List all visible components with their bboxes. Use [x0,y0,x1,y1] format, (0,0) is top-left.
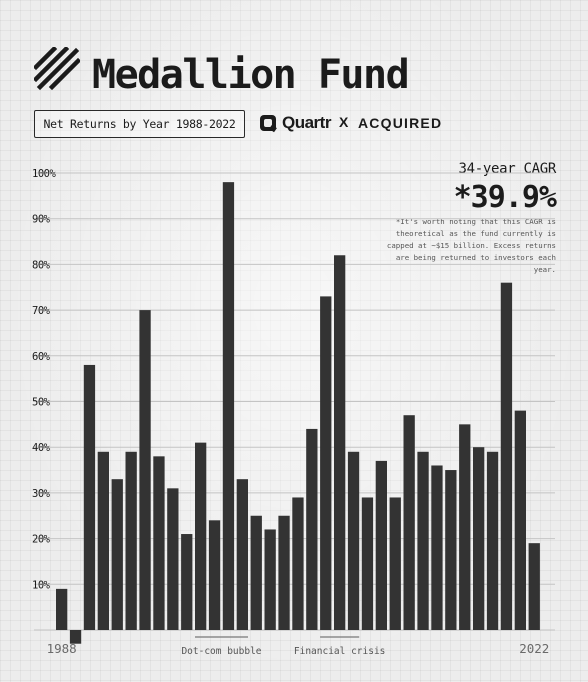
x-axis-ticks: 1988 2022 [47,641,550,656]
y-tick-label: 80% [32,259,51,271]
bar-2020 [500,282,513,630]
bar-2011 [375,460,387,630]
bar-1992 [111,479,123,630]
annotation-label: Dot-com bubble [181,646,261,657]
bar-2002 [250,515,262,630]
bar-2016 [445,470,457,630]
x-tick-label-start: 1988 [47,641,77,656]
bar-2021 [514,410,526,630]
y-tick-label: 20% [32,534,51,546]
bar-1995 [153,456,165,630]
bar-2009 [347,451,360,630]
stripes-logo-icon [34,47,80,91]
cagr-footnote: *It's worth noting that this CAGR is the… [386,217,556,274]
bar-1999 [208,520,221,630]
bar-1988 [56,588,68,630]
bar-2001 [236,479,248,630]
bar-1994 [139,310,151,630]
annotations: Dot-com bubble Financial crisis [181,636,386,657]
y-tick-label: 30% [32,488,51,500]
quartr-icon [260,115,276,131]
bar-2015 [431,465,443,630]
y-tick-label: 90% [32,214,51,226]
bar-2019 [486,451,499,630]
x-tick-label-end: 2022 [519,641,549,656]
page-title: Medallion Fund [92,52,410,98]
y-tick-label: 100% [32,168,56,180]
bar-2005 [292,497,304,630]
bar-1990 [83,364,96,630]
bar-1989 [69,630,82,644]
bar-2018 [473,447,485,630]
cagr-value: *39.9% [453,180,557,215]
bar-2022 [528,543,540,630]
quartr-wordmark: Quartr [282,113,331,132]
bar-2012 [389,497,401,630]
annotation-label: Financial crisis [294,646,386,657]
bar-2013 [403,415,415,630]
bar-1997 [181,534,193,630]
bars [56,182,540,644]
y-tick-label: 40% [32,442,51,454]
bar-2004 [278,515,290,630]
bar-2000 [222,182,235,630]
acquired-wordmark: ACQUIRED [358,115,443,131]
bar-2006 [306,428,318,630]
bar-1991 [97,451,109,630]
bar-2007 [320,296,332,630]
bar-1996 [167,488,179,630]
y-tick-label: 60% [32,351,51,363]
brand-separator: X [339,114,349,130]
subtitle-badge: Net Returns by Year 1988-2022 [34,110,245,138]
bar-2010 [361,497,374,630]
bar-1993 [125,451,137,630]
bar-2003 [264,529,276,630]
y-tick-label: 10% [32,579,51,591]
y-axis-ticks: 10% 20% 30% 40% 50% 60% 70% 80% 90% 100% [32,168,57,591]
bar-2017 [459,424,471,630]
bar-2014 [417,451,429,630]
y-tick-label: 70% [32,305,51,317]
bar-2008 [334,255,346,630]
bar-1998 [195,442,207,630]
y-tick-label: 50% [32,397,51,409]
